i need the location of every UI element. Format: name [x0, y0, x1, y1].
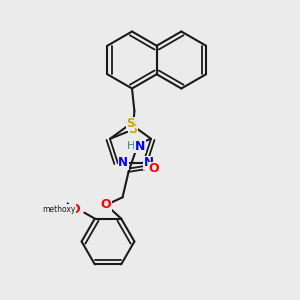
- Text: N: N: [144, 157, 154, 169]
- Text: S: S: [128, 123, 137, 136]
- Text: H: H: [128, 141, 136, 151]
- Text: O: O: [148, 162, 159, 175]
- Text: O: O: [101, 198, 111, 211]
- Text: methoxy: methoxy: [42, 205, 76, 214]
- Text: S: S: [126, 117, 135, 130]
- Text: O: O: [69, 202, 80, 215]
- Text: N: N: [118, 157, 128, 169]
- Text: N: N: [135, 140, 145, 153]
